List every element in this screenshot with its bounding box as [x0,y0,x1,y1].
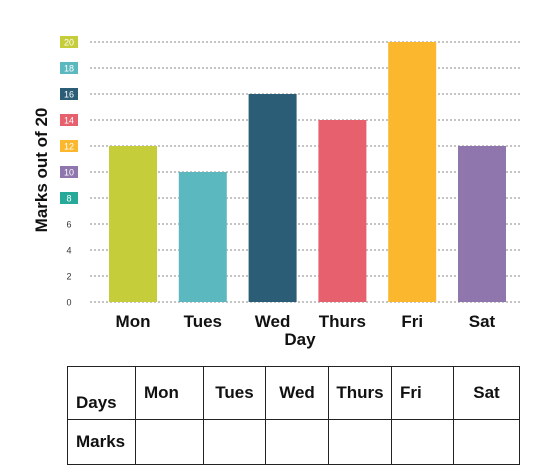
bars [109,42,506,302]
y-tick-badge [60,88,78,100]
marks-cell-fri[interactable] [391,419,454,465]
marks-cell-thurs[interactable] [328,419,392,465]
bar-wed [248,94,297,302]
y-tick-badge [60,192,78,204]
y-tick-badge [60,140,78,152]
x-tick-label: Tues [184,312,222,331]
day-cell-wed: Wed [265,366,329,420]
y-tick-badge [60,166,78,178]
marks-header: Marks [67,419,136,465]
day-cell-fri: Fri [391,366,454,420]
marks-table: Days Mon Tues Wed Thurs Fri Sat Marks [67,366,520,465]
y-axis-title: Marks out of 20 [32,108,51,233]
marks-cell-mon[interactable] [135,419,204,465]
x-axis-title: Day [284,330,316,349]
y-tick-label: 2 [66,272,71,282]
y-tick-label: 20 [64,38,74,48]
y-tick-label: 18 [64,64,74,74]
day-cell-tues: Tues [203,366,266,420]
bar-tues [178,172,227,302]
x-tick-label: Wed [255,312,291,331]
table-row-marks: Marks [67,419,520,465]
marks-cell-tues[interactable] [203,419,266,465]
day-cell-sat: Sat [453,366,520,420]
marks-cell-wed[interactable] [265,419,329,465]
x-axis-labels: Mon Tues Wed Thurs Fri Sat [116,312,496,331]
x-tick-label: Fri [401,312,423,331]
y-tick-label: 14 [64,116,74,126]
bar-thurs [318,120,367,302]
y-tick-badge [60,36,78,48]
x-tick-label: Thurs [319,312,366,331]
x-tick-label: Mon [116,312,151,331]
day-cell-thurs: Thurs [328,366,392,420]
y-tick-label: 0 [66,298,71,308]
y-tick-label: 6 [66,220,71,230]
table-row-days: Days Mon Tues Wed Thurs Fri Sat [67,366,520,420]
y-tick-label: 8 [66,194,71,204]
y-tick-label: 4 [66,246,71,256]
y-tick-label: 16 [64,90,74,100]
y-tick-label: 12 [64,142,74,152]
y-tick-label: 10 [64,168,74,178]
y-axis-ticks: 0 2 4 6 8 10 12 14 16 18 20 [60,36,78,308]
x-tick-label: Sat [469,312,496,331]
y-tick-badge [60,62,78,74]
days-header: Days [67,366,136,420]
bar-sat [458,146,506,302]
y-tick-badge [60,114,78,126]
marks-cell-sat[interactable] [453,419,520,465]
bar-fri [388,42,437,302]
bar-mon [109,146,157,302]
day-cell-mon: Mon [135,366,204,420]
